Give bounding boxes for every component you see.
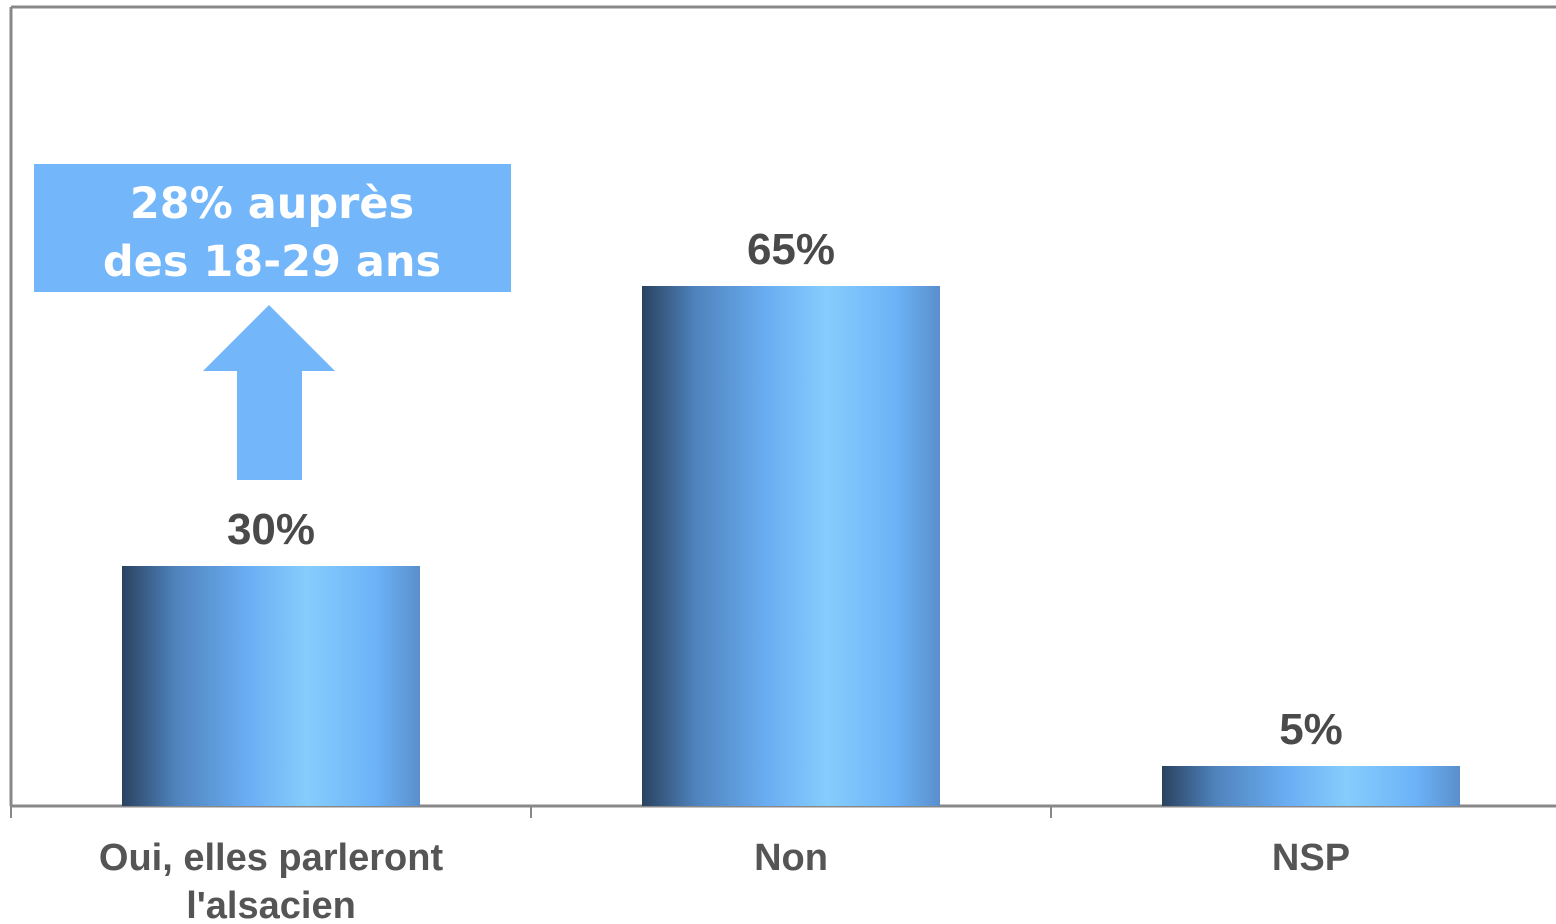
- callout-box: [34, 164, 511, 292]
- callout-annotation: 28% auprès des 18-29 ans: [34, 164, 511, 480]
- value-labels: 30% 65% 5%: [227, 225, 1343, 754]
- value-label-2: 65%: [747, 225, 835, 274]
- callout-text-line-2: des 18-29 ans: [103, 237, 441, 287]
- bar-3: [1162, 766, 1460, 806]
- category-labels: Oui, elles parleront l'alsacien Non NSP: [99, 837, 1350, 924]
- x-axis-ticks: [10, 806, 1052, 818]
- category-label-3: NSP: [1272, 837, 1350, 879]
- category-label-1-line-2: l'alsacien: [186, 885, 356, 924]
- category-label-1-line-1: Oui, elles parleront: [99, 837, 444, 879]
- bars: [122, 286, 1460, 806]
- callout-text-line-1: 28% auprès: [130, 179, 414, 229]
- up-arrow-icon: [203, 305, 335, 480]
- bar-2: [642, 286, 940, 806]
- category-label-2: Non: [754, 837, 828, 879]
- value-label-1: 30%: [227, 505, 315, 554]
- bar-1: [122, 566, 420, 806]
- value-label-3: 5%: [1279, 705, 1343, 754]
